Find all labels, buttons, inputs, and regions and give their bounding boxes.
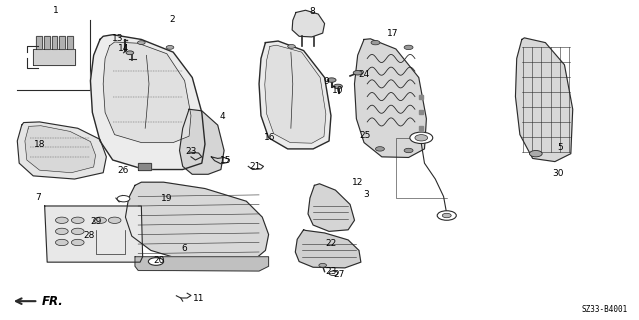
Circle shape bbox=[126, 51, 134, 55]
Text: 23: 23 bbox=[185, 147, 197, 156]
Text: 9: 9 bbox=[323, 77, 328, 86]
Polygon shape bbox=[259, 41, 331, 149]
Polygon shape bbox=[44, 36, 50, 49]
Circle shape bbox=[108, 217, 121, 223]
Text: SZ33-B4001: SZ33-B4001 bbox=[582, 305, 628, 314]
Circle shape bbox=[404, 45, 413, 50]
Text: 17: 17 bbox=[387, 29, 398, 38]
Text: 2: 2 bbox=[169, 15, 174, 24]
Polygon shape bbox=[91, 35, 205, 170]
Circle shape bbox=[371, 40, 380, 45]
Polygon shape bbox=[308, 184, 355, 231]
Polygon shape bbox=[138, 163, 151, 170]
Text: 26: 26 bbox=[118, 166, 129, 175]
Text: 20: 20 bbox=[153, 256, 165, 265]
Text: 28: 28 bbox=[84, 231, 95, 240]
Polygon shape bbox=[103, 42, 191, 142]
Polygon shape bbox=[295, 230, 361, 268]
Circle shape bbox=[288, 44, 295, 48]
Polygon shape bbox=[516, 38, 573, 162]
Circle shape bbox=[72, 217, 84, 223]
Circle shape bbox=[376, 147, 385, 151]
Polygon shape bbox=[67, 36, 73, 49]
Polygon shape bbox=[52, 36, 58, 49]
Text: 30: 30 bbox=[552, 169, 564, 178]
Polygon shape bbox=[17, 122, 106, 179]
Text: 13: 13 bbox=[112, 34, 123, 43]
Text: 11: 11 bbox=[193, 294, 204, 303]
Polygon shape bbox=[45, 206, 142, 262]
Text: 25: 25 bbox=[360, 131, 371, 140]
Text: 29: 29 bbox=[90, 217, 101, 226]
Circle shape bbox=[72, 239, 84, 246]
Text: 23: 23 bbox=[325, 267, 337, 276]
Text: 21: 21 bbox=[249, 163, 260, 172]
Polygon shape bbox=[355, 39, 426, 157]
Circle shape bbox=[329, 271, 338, 276]
Text: 1: 1 bbox=[52, 6, 58, 15]
Circle shape bbox=[415, 135, 427, 141]
Circle shape bbox=[319, 263, 327, 267]
Polygon shape bbox=[292, 10, 325, 37]
Text: 24: 24 bbox=[358, 70, 369, 79]
Circle shape bbox=[56, 228, 68, 235]
Circle shape bbox=[327, 78, 336, 82]
Polygon shape bbox=[33, 49, 75, 65]
Text: 27: 27 bbox=[333, 270, 344, 279]
Text: 6: 6 bbox=[181, 244, 187, 253]
Polygon shape bbox=[59, 36, 65, 49]
Circle shape bbox=[442, 213, 451, 218]
Text: 19: 19 bbox=[161, 194, 173, 203]
Text: 18: 18 bbox=[34, 140, 45, 148]
Circle shape bbox=[137, 41, 145, 44]
Text: 8: 8 bbox=[309, 7, 315, 16]
Text: 3: 3 bbox=[364, 190, 369, 199]
Text: 12: 12 bbox=[352, 178, 364, 187]
Polygon shape bbox=[25, 126, 96, 173]
Text: 16: 16 bbox=[264, 133, 275, 142]
Text: 22: 22 bbox=[325, 239, 337, 248]
Circle shape bbox=[56, 239, 68, 246]
Circle shape bbox=[72, 228, 84, 235]
Text: FR.: FR. bbox=[42, 295, 63, 308]
Circle shape bbox=[530, 150, 542, 157]
Text: 4: 4 bbox=[220, 112, 226, 121]
Polygon shape bbox=[36, 36, 42, 49]
Circle shape bbox=[334, 84, 343, 89]
Text: 5: 5 bbox=[557, 143, 563, 152]
Text: 7: 7 bbox=[35, 193, 40, 202]
Circle shape bbox=[404, 148, 413, 153]
Circle shape bbox=[148, 258, 164, 265]
Text: 14: 14 bbox=[118, 44, 129, 53]
Polygon shape bbox=[125, 182, 268, 262]
Circle shape bbox=[94, 217, 106, 223]
Circle shape bbox=[353, 70, 362, 75]
Text: 10: 10 bbox=[332, 86, 343, 95]
Polygon shape bbox=[180, 109, 224, 174]
Polygon shape bbox=[135, 257, 268, 271]
Circle shape bbox=[437, 211, 456, 220]
Circle shape bbox=[117, 196, 130, 202]
Polygon shape bbox=[265, 45, 326, 143]
Circle shape bbox=[166, 45, 174, 49]
Text: 15: 15 bbox=[220, 156, 231, 164]
Circle shape bbox=[56, 217, 68, 223]
Circle shape bbox=[410, 132, 433, 143]
